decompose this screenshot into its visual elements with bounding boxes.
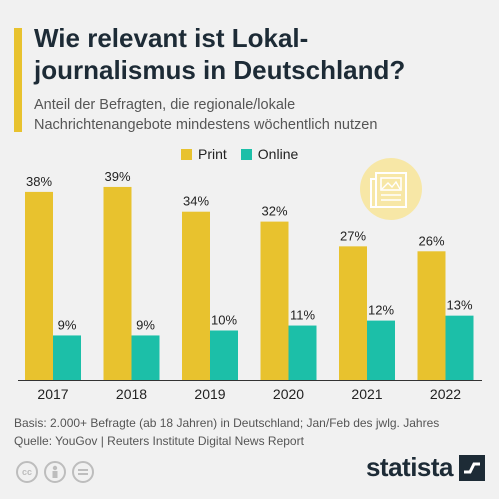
data-label-print-2022: 26% <box>418 233 444 248</box>
bar-print-2020 <box>260 221 289 380</box>
brand-wordmark: statista <box>365 452 454 482</box>
subtitle-line-2: Nachrichtenangebote mindestens wöchentli… <box>34 117 378 133</box>
bar-online-2022 <box>445 315 474 380</box>
data-label-online-2022: 13% <box>446 298 472 313</box>
title-accent-bar <box>14 28 22 132</box>
bar-online-2019 <box>210 330 238 380</box>
data-label-online-2021: 12% <box>368 303 394 318</box>
subtitle-line-1: Anteil der Befragten, die regionale/loka… <box>34 97 296 113</box>
data-label-print-2020: 32% <box>261 204 287 219</box>
chart-legend: Print Online <box>181 146 298 162</box>
basis-note: Basis: 2.000+ Befragte (ab 18 Jahren) in… <box>14 416 440 430</box>
title-line-2: journalismus in Deutschland? <box>34 55 406 85</box>
legend-label-print: Print <box>198 146 227 162</box>
x-tick-label-2022: 2022 <box>430 386 461 402</box>
chart-title: Wie relevant ist Lokal- journalismus in … <box>34 22 489 86</box>
bar-print-2017 <box>25 191 53 380</box>
x-tick-label-2017: 2017 <box>37 386 68 402</box>
statista-logo-icon <box>459 454 485 481</box>
bar-online-2017 <box>53 335 81 380</box>
x-tick-label-2020: 2020 <box>273 386 304 402</box>
bar-print-2022 <box>417 251 446 380</box>
bar-chart: 38%9%39%9%34%10%32%11%27%12%26%13% 2017 2… <box>18 158 482 402</box>
legend-swatch-online <box>240 148 252 160</box>
bar-online-2018 <box>131 335 160 380</box>
statista-brand[interactable]: statista <box>366 452 485 483</box>
attribution-icon[interactable] <box>44 461 66 483</box>
license-icons: cc <box>16 461 94 483</box>
bar-print-2021 <box>339 246 367 380</box>
bar-print-2018 <box>103 186 132 380</box>
no-derivatives-icon[interactable] <box>72 461 94 483</box>
chart-footer: Basis: 2.000+ Befragte (ab 18 Jahren) in… <box>14 414 494 450</box>
legend-label-online: Online <box>257 146 299 162</box>
legend-item-print: Print <box>181 146 227 162</box>
x-tick-label-2018: 2018 <box>116 386 147 402</box>
legend-item-online: Online <box>240 146 299 162</box>
x-tick-labels: 2017 2018 2019 2020 2021 2022 <box>37 386 461 402</box>
data-label-print-2019: 34% <box>183 194 209 209</box>
data-label-online-2020: 11% <box>290 308 315 323</box>
data-label-print-2017: 38% <box>26 174 52 189</box>
bar-online-2020 <box>288 325 317 380</box>
bar-online-2021 <box>367 320 395 380</box>
data-label-print-2021: 27% <box>340 228 366 243</box>
cc-icon[interactable]: cc <box>16 461 38 483</box>
bar-print-2019 <box>182 211 210 380</box>
chart-subtitle: Anteil der Befragten, die regionale/loka… <box>34 95 489 135</box>
data-label-online-2017: 9% <box>58 317 77 332</box>
data-label-online-2019: 10% <box>211 313 237 328</box>
source-note: Quelle: YouGov | Reuters Institute Digit… <box>14 434 304 448</box>
data-label-print-2018: 39% <box>104 169 130 184</box>
legend-swatch-print <box>181 148 192 160</box>
x-tick-label-2019: 2019 <box>194 386 225 402</box>
x-tick-label-2021: 2021 <box>351 386 382 402</box>
data-label-online-2018: 9% <box>136 317 155 332</box>
newspaper-icon <box>360 158 422 220</box>
bars-group: 38% 9% 39% 9% 34% 10% 32% 11% 27% 12% 26% 13% <box>25 169 474 380</box>
title-line-1: Wie relevant ist Lokal- <box>34 23 309 53</box>
